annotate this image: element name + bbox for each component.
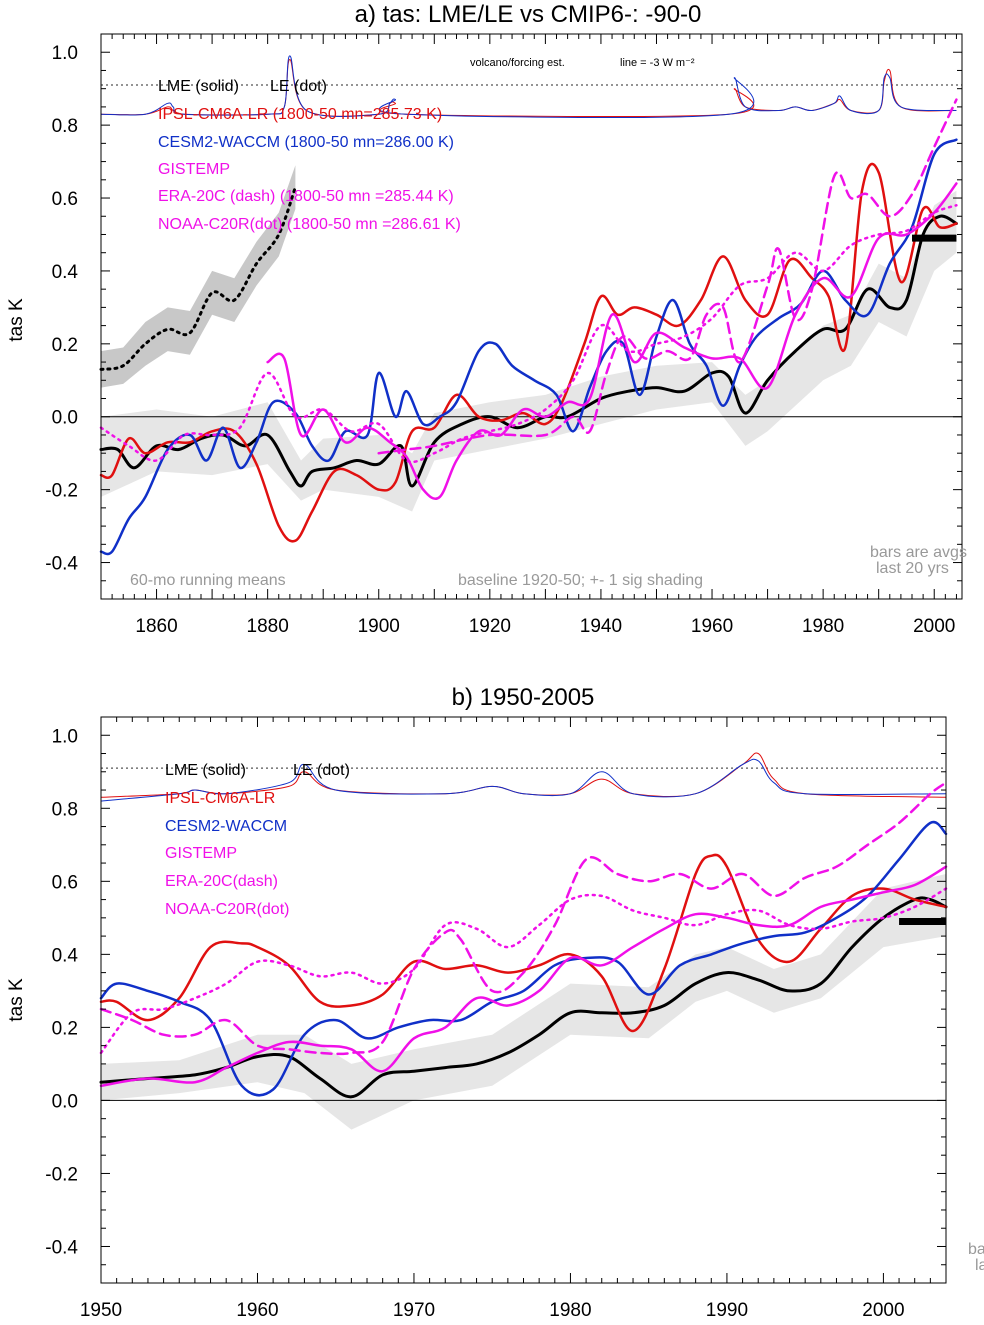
y-tick-label: 0.8 [52, 799, 78, 820]
y-tick-label: 0.6 [52, 189, 78, 210]
forcing-line-le-forcing [100, 55, 957, 119]
y-tick-label: -0.2 [45, 481, 78, 502]
forcing-lines [100, 55, 962, 119]
series-line-lme [99, 896, 948, 1099]
forcing-line-le-forcing [100, 758, 947, 802]
y-tick-label: 0.0 [52, 1091, 78, 1112]
panel-a: a) tas: LME/LE vs CMIP6-: -90-0 tas K 18… [6, 1, 967, 637]
series-line-gistemp [266, 182, 958, 501]
series-line-ipsl-cm6a-lr [99, 162, 958, 543]
panel-a-title: a) tas: LME/LE vs CMIP6-: -90-0 [355, 1, 702, 28]
series-lines [99, 98, 958, 556]
y-tick-label: -0.4 [45, 1237, 78, 1258]
plot-frame [100, 33, 963, 600]
series-line-noaa-c20r [99, 887, 948, 1055]
series-line-era-20c [377, 98, 958, 455]
forcing-lines [100, 752, 947, 802]
legend-le: LE (dot) [270, 78, 327, 95]
legend-era20c: ERA-20C (dash) (1800-50 mn =285.44 K) [158, 188, 454, 205]
panel-b-y-axis-label: tas K [6, 978, 27, 1022]
inset-band [99, 165, 297, 388]
axes [100, 716, 947, 1284]
legend-gistemp: GISTEMP [158, 161, 230, 178]
x-tick-label: 1960 [691, 616, 733, 637]
series-line-ipsl-cm6a-lr [99, 853, 948, 1033]
x-tick-label: 1860 [135, 616, 177, 637]
y-tick-label: 0.2 [52, 1018, 78, 1039]
y-tick-label: 0.4 [52, 945, 79, 966]
panel-b: b) 1950-2005 tas K 1950 1960 1970 1980 1990 2… [6, 684, 984, 1321]
legend-ipsl: IPSL-CM6A-LR (1800-50 mn=285.73 K) [158, 106, 442, 123]
series-line-era-20c [99, 781, 948, 1056]
y-tick-label: 0.4 [52, 262, 79, 283]
legend-noaa: NOAA-C20R(dot) (1800-50 mn =286.61 K) [158, 216, 461, 233]
y-tick-label: 0.6 [52, 872, 78, 893]
x-tick-label: 1960 [236, 1300, 278, 1321]
x-tick-label: 1920 [469, 616, 511, 637]
y-tick-label: 1.0 [52, 43, 78, 64]
x-tick-label: 2000 [913, 616, 955, 637]
volcano-label: volcano/forcing est. [470, 57, 565, 69]
legend-gistemp: GISTEMP [165, 845, 237, 862]
series-line-cesm2-waccm [99, 138, 958, 556]
lme-spread-band [101, 190, 957, 512]
x-tick-label: 2000 [862, 1300, 904, 1321]
series-line-noaa-c20r [99, 204, 958, 464]
legend-era20c: ERA-20C(dash) [165, 873, 278, 890]
bars-note-2: la [975, 1257, 984, 1274]
legend-lme: LME (solid) [165, 762, 246, 779]
x-tick-label: 1980 [549, 1300, 591, 1321]
legend-cesm2: CESM2-WACCM [165, 818, 287, 835]
legend-noaa: NOAA-C20R(dot) [165, 901, 289, 918]
baseline-note: baseline 1920-50; +- 1 sig shading [458, 572, 703, 589]
tick-labels: 1950 1960 1970 1980 1990 2000 -0.4 -0.2 0.0 0.2 0.… [45, 726, 904, 1321]
le-dotted-line [99, 185, 297, 371]
x-tick-label: 1880 [247, 616, 289, 637]
panel-a-y-axis-label: tas K [6, 298, 27, 342]
y-tick-label: 0.2 [52, 335, 78, 356]
x-tick-label: 1980 [802, 616, 844, 637]
legend-ipsl: IPSL-CM6A-LR [165, 790, 275, 807]
series-lines [99, 781, 948, 1099]
lme-spread-band [101, 874, 946, 1130]
y-tick-label: -0.2 [45, 1164, 78, 1185]
panel-b-title: b) 1950-2005 [452, 684, 595, 711]
x-tick-label: 1950 [80, 1300, 122, 1321]
running-mean-note: 60-mo running means [130, 572, 286, 589]
legend-lme: LME (solid) [158, 78, 239, 95]
legend-le: LE (dot) [293, 762, 350, 779]
uncertainty-band [101, 190, 957, 512]
forcing-line-label: line = -3 W m⁻² [620, 57, 695, 69]
axes [100, 33, 963, 600]
tick-labels: 1860 1880 1900 1920 1940 1960 1980 2000 -0.4 -0.2… [45, 43, 955, 637]
legend-cesm2: CESM2-WACCM (1800-50 mn=286.00 K) [158, 134, 454, 151]
y-tick-label: 0.8 [52, 116, 78, 137]
le-spread-band [101, 165, 296, 388]
bars-note: ba [968, 1241, 984, 1258]
bars-note-2: last 20 yrs [876, 560, 949, 577]
x-tick-label: 1990 [706, 1300, 748, 1321]
x-tick-label: 1970 [393, 1300, 435, 1321]
bars-note: bars are avgs [870, 544, 967, 561]
x-tick-label: 1940 [580, 616, 622, 637]
uncertainty-band [101, 874, 946, 1130]
y-tick-label: 0.0 [52, 408, 78, 429]
y-tick-label: -0.4 [45, 554, 78, 575]
x-tick-label: 1900 [358, 616, 400, 637]
y-tick-label: 1.0 [52, 726, 78, 747]
